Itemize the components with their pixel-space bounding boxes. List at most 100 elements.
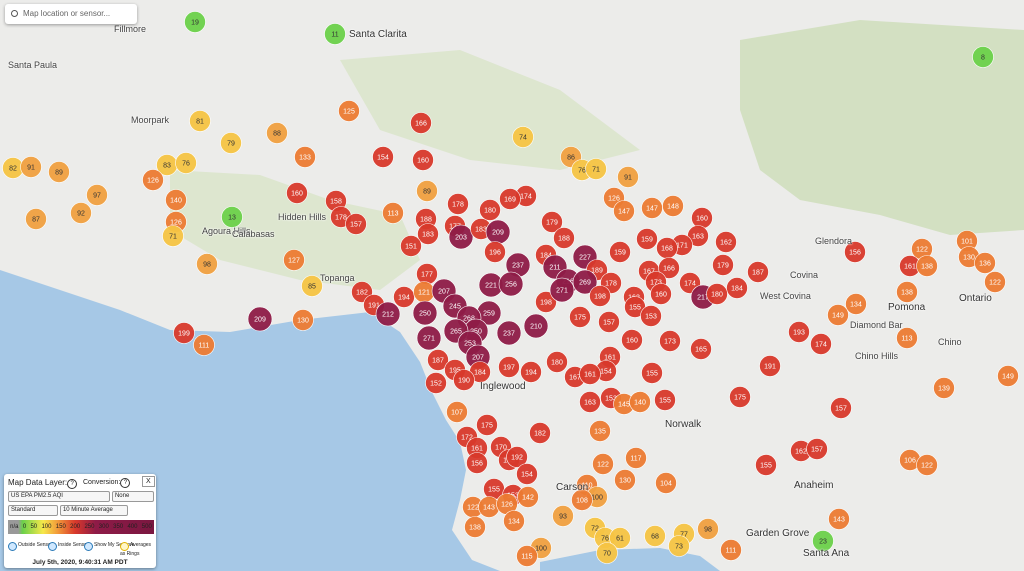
sensor-value: 175 <box>574 314 586 321</box>
sensor-marker <box>535 291 557 313</box>
sensor-value: 163 <box>584 399 596 406</box>
sensor-marker <box>86 184 108 206</box>
sensor-marker <box>845 293 867 315</box>
sensor-value: 122 <box>916 246 928 253</box>
scale-label: 250 <box>84 524 95 530</box>
sensor-marker <box>641 362 663 384</box>
sensor-value: 110 <box>581 482 592 489</box>
sensor-marker <box>70 202 92 224</box>
hills <box>170 170 420 290</box>
sensor-value: 160 <box>291 190 303 197</box>
sensor-value: 198 <box>540 299 552 306</box>
sensor-value: 11 <box>331 31 338 38</box>
sensor-marker <box>416 325 442 351</box>
search-box[interactable]: Map location or sensor... <box>5 4 137 24</box>
sensor-marker <box>324 23 346 45</box>
sensor-value: 175 <box>734 394 746 401</box>
sensor-value: 162 <box>720 239 732 246</box>
sensor-value: 70 <box>603 550 611 557</box>
sensor-value: 77 <box>680 531 688 538</box>
sensor-value: 151 <box>405 243 417 250</box>
sensor-value: 127 <box>288 257 300 264</box>
sensor-value: 107 <box>451 409 463 416</box>
sensor-marker <box>173 322 195 344</box>
sensor-marker <box>598 311 620 333</box>
sensor-marker <box>375 301 401 327</box>
sensor-value: 209 <box>254 316 266 323</box>
sensor-value: 68 <box>651 533 659 540</box>
sensor-value: 182 <box>356 289 368 296</box>
sensor-value: 159 <box>614 249 626 256</box>
sensor-marker <box>247 306 273 332</box>
sensor-value: 253 <box>464 340 476 347</box>
checkbox-label: Show My Sensors <box>94 542 135 548</box>
sensor-value: 197 <box>503 364 515 371</box>
sensor-marker <box>425 372 447 394</box>
sensor-value: 180 <box>551 359 563 366</box>
help-button[interactable]: ? <box>120 478 131 488</box>
sensor-marker <box>810 333 832 355</box>
close-button[interactable]: X <box>142 476 155 487</box>
sensor-value: 178 <box>605 280 617 287</box>
sensor-marker <box>523 313 549 339</box>
sensor-marker <box>585 158 607 180</box>
sensor-marker <box>446 401 468 423</box>
sensor-value: 126 <box>170 219 182 226</box>
panel-label: Conversion: <box>83 479 121 486</box>
sensor-value: 89 <box>55 169 63 176</box>
sensor-marker <box>830 397 852 419</box>
sensor-value: 19 <box>191 19 199 26</box>
sensor-value: 161 <box>584 371 596 378</box>
sensor-value: 259 <box>483 310 495 317</box>
sensor-value: 61 <box>616 535 624 542</box>
select[interactable]: None <box>111 491 154 502</box>
sensor-marker <box>972 46 994 68</box>
sensor-value: 210 <box>530 323 542 330</box>
sensor-value: 170 <box>495 444 507 451</box>
checkbox[interactable]: Show My Sensors <box>84 542 134 551</box>
sensor-value: 183 <box>422 231 434 238</box>
sensor-value: 177 <box>421 271 433 278</box>
sensor-marker <box>984 271 1006 293</box>
sensor-value: 168 <box>661 245 673 252</box>
sensor-value: 227 <box>579 254 591 261</box>
select[interactable]: 10 Minute Average <box>59 505 128 516</box>
sensor-marker <box>552 505 574 527</box>
help-button[interactable]: ? <box>67 479 78 489</box>
select[interactable]: US EPA PM2.5 AQI <box>8 491 110 502</box>
sensor-value: 180 <box>484 207 496 214</box>
sensor-value: 256 <box>505 281 517 288</box>
sensor-value: 157 <box>603 319 615 326</box>
scale-label: 100 <box>41 524 52 530</box>
sensor-marker <box>283 249 305 271</box>
checkbox[interactable]: Outside Sensors <box>8 542 55 551</box>
place-label: Ontario <box>959 293 992 304</box>
sensor-marker <box>184 11 206 33</box>
sensor-value: 162 <box>795 448 807 455</box>
checkbox[interactable]: Averages as Rings <box>120 542 156 557</box>
sensor-value: 126 <box>608 195 620 202</box>
sensor-value: 184 <box>731 285 743 292</box>
sensor-value: 155 <box>659 397 671 404</box>
sensor-value: 265 <box>450 328 462 335</box>
select[interactable]: Standard <box>8 505 58 516</box>
sensor-marker <box>613 200 635 222</box>
sensor-value: 155 <box>760 462 772 469</box>
sensor-marker <box>579 391 601 413</box>
sensor-value: 175 <box>481 422 493 429</box>
sensor-value: 138 <box>469 524 481 531</box>
sensor-marker <box>165 189 187 211</box>
place-label: Inglewood <box>480 381 526 392</box>
sensor-value: 133 <box>299 154 311 161</box>
sensor-marker <box>175 152 197 174</box>
sensor-marker <box>48 161 70 183</box>
checkbox[interactable]: Inside Sensors <box>48 542 91 551</box>
place-label: Topanga <box>320 273 355 283</box>
map-data-panel: Map Data Layer:? Conversion:? X US EPA P… <box>4 474 156 568</box>
sensor-value: 89 <box>423 188 431 195</box>
sensor-marker <box>654 389 676 411</box>
sensor-value: 121 <box>418 289 430 296</box>
sensor-value: 165 <box>695 346 707 353</box>
sensor-value: 82 <box>9 165 17 172</box>
sensor-value: 221 <box>485 282 497 289</box>
